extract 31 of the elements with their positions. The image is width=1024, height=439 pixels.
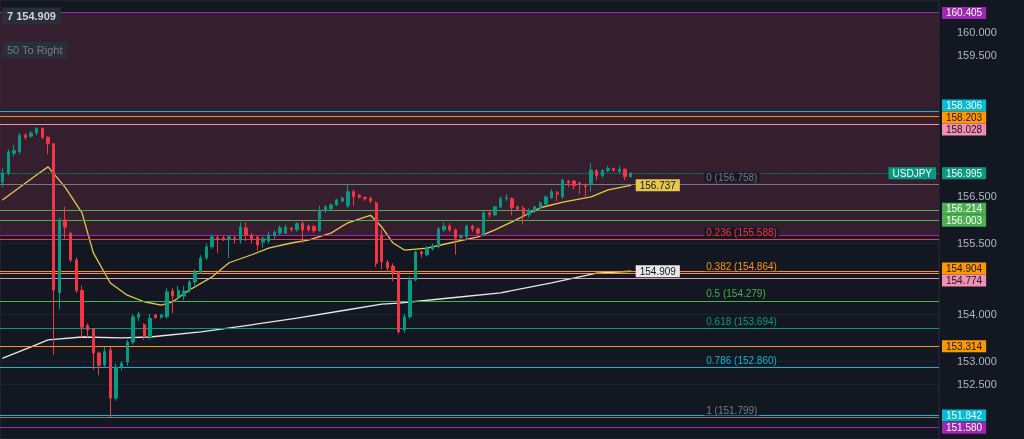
- ref-line-label: 154.774: [946, 275, 983, 287]
- annotation: 0.786 (152.860): [706, 355, 777, 367]
- y-tick-label: 160.000: [957, 25, 997, 38]
- ref-line-label: 156.003: [946, 215, 983, 227]
- y-tick-label: 154.000: [957, 307, 997, 320]
- ref-line-label: 158.028: [946, 124, 983, 136]
- y-tick-label: 159.500: [957, 49, 997, 62]
- data-label: 156.737: [639, 179, 677, 191]
- annotation: 0.618 (153.694): [706, 315, 777, 327]
- y-tick-label: 152.500: [957, 378, 997, 391]
- ref-line-label: 160.405: [946, 7, 983, 19]
- ref-line-label: 156.995: [946, 167, 983, 179]
- annotation: 1 (151.799): [706, 404, 758, 416]
- annotation: USDJPY: [892, 167, 933, 179]
- ref-line-label: 151.842: [946, 409, 983, 421]
- ref-line-label: 158.203: [946, 112, 983, 124]
- annotation: 0.236 (155.588): [706, 226, 777, 238]
- y-tick-label: 153.000: [957, 354, 997, 367]
- ref-line-label: 158.306: [946, 100, 983, 112]
- ref-line-label: 154.904: [946, 263, 983, 275]
- data-label: 154.909: [639, 265, 677, 277]
- annotation: 7 154.909: [7, 10, 56, 22]
- annotation: 0.5 (154.279): [706, 288, 766, 300]
- ref-line-label: 151.580: [946, 422, 983, 434]
- annotation: 0 (156.758): [706, 171, 758, 183]
- y-tick-label: 156.500: [957, 190, 997, 203]
- annotation: 50 To Right: [7, 44, 63, 56]
- ref-line-label: 156.214: [946, 203, 983, 215]
- ref-line-label: 153.314: [946, 340, 983, 352]
- annotation: 0.382 (154.864): [706, 260, 777, 272]
- y-tick-label: 155.500: [957, 237, 997, 250]
